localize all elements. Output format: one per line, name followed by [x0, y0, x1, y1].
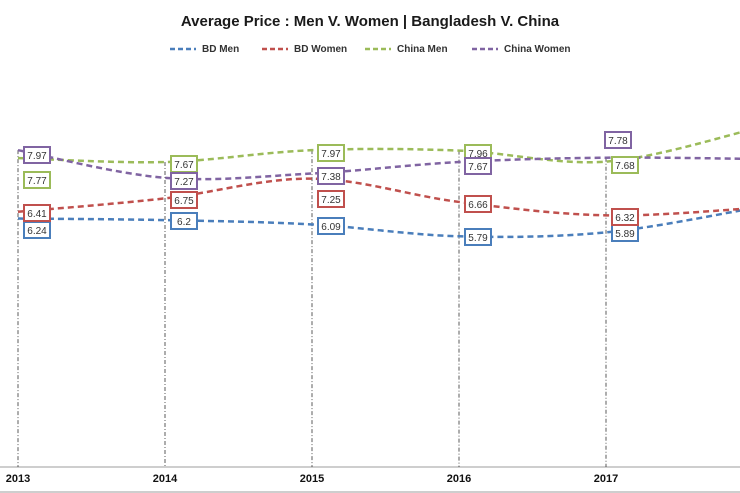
- x-tick-label: 2017: [594, 473, 618, 485]
- x-tick-label: 2014: [153, 473, 178, 485]
- data-label-box: [23, 171, 51, 189]
- data-label: 6.09: [321, 222, 341, 233]
- data-label-box: [317, 190, 345, 208]
- data-label-box: [604, 131, 632, 149]
- data-label: 6.24: [27, 226, 47, 237]
- data-label: 6.75: [174, 196, 194, 207]
- legend-entry: BD Men: [202, 44, 239, 55]
- data-label: 7.68: [615, 161, 635, 172]
- data-label: 7.25: [321, 195, 341, 206]
- data-label-box: [611, 156, 639, 174]
- data-label: 7.67: [468, 162, 488, 173]
- chart-title: Average Price : Men V. Women | Banglades…: [181, 13, 560, 30]
- data-label-box: [464, 157, 492, 175]
- data-label: 7.77: [27, 176, 47, 187]
- legend-entry: BD Women: [294, 44, 347, 55]
- data-label-box: [317, 167, 345, 185]
- data-label: 7.27: [174, 177, 194, 188]
- data-label-box: [23, 146, 51, 164]
- data-label: 6.2: [177, 217, 191, 228]
- data-label-box: [170, 191, 198, 209]
- data-label: 6.32: [615, 213, 635, 224]
- data-label-box: [170, 172, 198, 190]
- data-label: 7.97: [321, 149, 341, 160]
- data-label: 5.79: [468, 233, 488, 244]
- data-label-box: [611, 208, 639, 226]
- legend-entry: China Women: [504, 44, 570, 55]
- legend-entry: China Men: [397, 44, 448, 55]
- data-label: 7.67: [174, 160, 194, 171]
- data-label: 7.97: [27, 151, 47, 162]
- legend: BD Men BD Women China Men China Women: [170, 44, 570, 55]
- data-label: 5.89: [615, 229, 635, 240]
- data-label: 6.66: [468, 200, 488, 211]
- series-line-china-women: [17, 148, 740, 181]
- data-label-box: [317, 217, 345, 235]
- data-label-box: [464, 195, 492, 213]
- x-tick-label: 2016: [447, 473, 471, 485]
- data-label: 6.41: [27, 209, 47, 220]
- data-label: 7.78: [608, 136, 628, 147]
- data-label-box: [170, 212, 198, 230]
- data-label-box: [317, 144, 345, 162]
- data-label-box: [464, 228, 492, 246]
- data-label: 7.38: [321, 172, 341, 183]
- x-tick-label: 2013: [6, 473, 30, 485]
- x-tick-label: 2015: [300, 473, 324, 485]
- data-label: 7.96: [468, 149, 488, 160]
- data-label-box: [23, 204, 51, 222]
